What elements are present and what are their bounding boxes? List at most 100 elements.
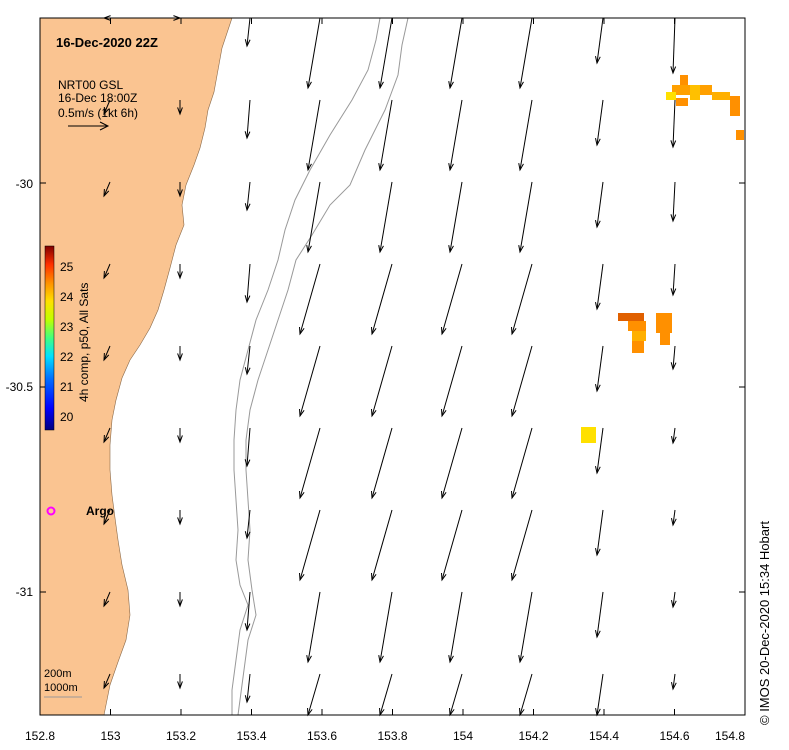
x-tick-label: 153.8 <box>377 729 407 743</box>
current-arrow-head <box>670 66 677 75</box>
current-arrow <box>449 99 463 171</box>
argo-label: Argo <box>86 504 114 518</box>
current-arrow-head <box>670 362 677 371</box>
x-tick-label: 152.8 <box>25 729 55 743</box>
current-vectors <box>102 15 677 717</box>
current-arrow <box>299 509 321 581</box>
current-arrow-head <box>306 245 312 254</box>
current-arrow <box>519 99 533 171</box>
sst-patch-yellow <box>581 427 596 443</box>
current-arrow <box>519 17 533 89</box>
current-arrow <box>511 427 533 499</box>
current-arrow <box>246 427 251 467</box>
current-arrow <box>519 673 533 716</box>
current-arrow <box>441 509 463 581</box>
current-arrow <box>672 509 676 526</box>
sst-patch-central <box>618 313 672 353</box>
current-arrow-head <box>595 220 601 229</box>
current-arrow-head <box>371 326 377 336</box>
current-arrow-head <box>511 408 517 418</box>
y-tick-label: -30 <box>16 177 34 191</box>
current-arrow-head <box>103 106 110 116</box>
current-arrow <box>307 591 321 663</box>
current-arrow <box>379 673 393 716</box>
current-arrow-head <box>177 189 183 198</box>
current-arrow-head <box>595 466 601 475</box>
isobath-200m <box>231 17 381 715</box>
colorbar-tick: 22 <box>60 350 74 364</box>
current-arrow-head <box>299 572 305 582</box>
current-arrow-head <box>244 459 251 468</box>
current-arrow-head <box>103 516 110 526</box>
current-arrow-head <box>371 572 377 582</box>
current-arrow <box>449 673 463 716</box>
colorbar-tick: 20 <box>60 410 74 424</box>
current-arrow <box>511 345 533 417</box>
x-tick-label: 154.2 <box>518 729 548 743</box>
axis-ticks <box>39 18 746 715</box>
land-coastline <box>39 17 233 716</box>
current-arrow-head <box>511 490 517 500</box>
current-arrow-head <box>306 655 312 664</box>
current-arrow <box>103 427 111 443</box>
current-arrow-head <box>441 408 447 418</box>
current-arrow-head <box>378 163 384 172</box>
current-arrow <box>299 427 321 499</box>
current-arrow-head <box>595 138 601 147</box>
current-arrow-head <box>441 490 447 500</box>
x-tick-label: 153.4 <box>236 729 266 743</box>
current-arrow <box>379 591 393 663</box>
current-arrow <box>672 263 676 296</box>
current-arrow <box>371 345 393 417</box>
isobath-1000m <box>237 17 409 716</box>
current-arrow <box>596 99 604 146</box>
current-arrow-head <box>518 81 524 90</box>
current-arrow-head <box>518 655 524 664</box>
current-arrow <box>596 509 604 556</box>
y-axis-labels: -30 -30.5 -31 <box>6 177 34 599</box>
current-arrow-head <box>595 630 601 639</box>
current-arrow-head <box>299 326 305 336</box>
current-arrow-head <box>103 434 110 444</box>
current-arrow <box>596 263 604 310</box>
current-arrow <box>672 427 676 444</box>
current-arrow <box>519 181 533 253</box>
current-arrow-head <box>244 39 251 48</box>
credit-text: © IMOS 20-Dec-2020 15:34 Hobart <box>757 521 772 725</box>
argo-marker[interactable] <box>46 506 56 516</box>
current-arrow <box>672 345 676 370</box>
current-arrow <box>103 509 111 525</box>
current-arrow <box>672 99 676 148</box>
current-arrow <box>449 591 463 663</box>
current-arrow <box>246 345 251 375</box>
current-arrow <box>103 591 111 607</box>
x-tick-label: 153.2 <box>166 729 196 743</box>
current-arrow-head <box>244 295 251 304</box>
legend-line-3: 0.5m/s (1kt 6h) <box>58 106 138 120</box>
current-arrow-head <box>595 548 601 557</box>
isobath-label-200m: 200m <box>44 668 72 680</box>
x-tick-label: 153.6 <box>307 729 337 743</box>
x-tick-label: 154.6 <box>659 729 689 743</box>
current-arrow <box>672 673 676 690</box>
current-arrow-head <box>177 107 183 116</box>
current-arrow-head <box>671 518 677 527</box>
isobath-label-1000m: 1000m <box>44 682 78 694</box>
current-arrow <box>449 181 463 253</box>
current-arrow-head <box>671 436 677 445</box>
current-arrow <box>596 181 604 228</box>
current-arrow-head <box>448 81 454 90</box>
colorbar-tick: 21 <box>60 380 74 394</box>
current-arrow <box>103 345 111 361</box>
current-arrow-head <box>177 435 183 444</box>
current-arrow <box>371 509 393 581</box>
current-arrow <box>511 509 533 581</box>
current-arrow-head <box>448 163 454 172</box>
colorbar: 20 21 22 23 24 25 4h comp, p50, All Sats <box>44 245 91 431</box>
current-arrow <box>441 263 463 335</box>
current-arrow <box>103 673 111 689</box>
current-arrow-head <box>670 214 677 223</box>
map-title: 16-Dec-2020 22Z <box>56 35 158 50</box>
x-tick-label: 154 <box>453 729 473 743</box>
